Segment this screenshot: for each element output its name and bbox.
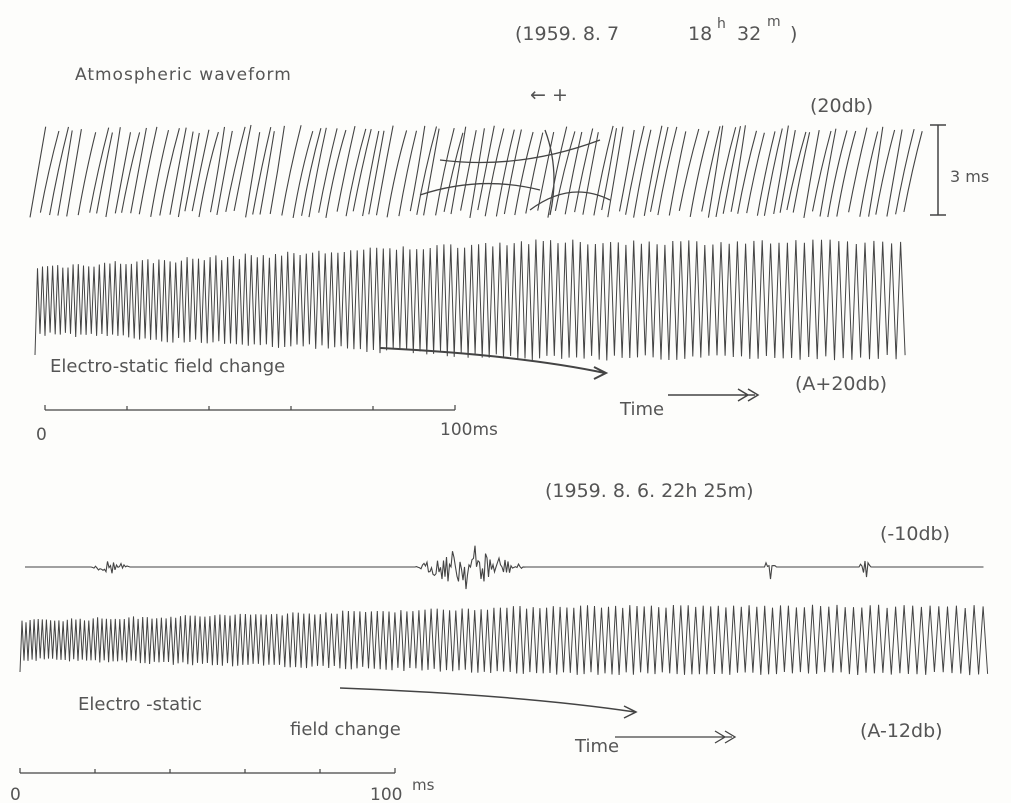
scale-unit: ms bbox=[412, 776, 435, 794]
sweep-overlay bbox=[419, 129, 611, 216]
header: (1959. 8. 6. 22h 25m) bbox=[545, 480, 754, 502]
waveforms bbox=[19, 124, 989, 676]
scale-start: 0 bbox=[36, 425, 47, 445]
minute-unit: m bbox=[767, 14, 781, 30]
field-label: Electro-static field change bbox=[50, 356, 285, 377]
time-scale bbox=[44, 405, 456, 411]
scale-start: 0 bbox=[10, 785, 21, 803]
field-label-1: Electro -static bbox=[78, 694, 202, 715]
minute: 32 bbox=[737, 23, 761, 45]
field-arrow bbox=[339, 687, 638, 719]
scale-bracket bbox=[930, 124, 946, 216]
gain-bottom: (A+20db) bbox=[795, 373, 887, 395]
scale-bar-label: 3 ms bbox=[950, 167, 989, 186]
waveform-label: Atmospheric waveform bbox=[75, 65, 292, 85]
time-scale bbox=[19, 768, 396, 774]
direction: ← + bbox=[530, 84, 568, 106]
time-label: Time bbox=[574, 736, 619, 757]
hour: 18 bbox=[688, 23, 712, 45]
gain-bottom: (A-12db) bbox=[860, 720, 943, 742]
date: (1959. 8. 7 bbox=[515, 23, 619, 45]
field-label-2: field change bbox=[290, 719, 401, 740]
gain-top: (-10db) bbox=[880, 523, 950, 545]
close: ) bbox=[790, 23, 797, 45]
sweep-trace bbox=[29, 124, 923, 219]
time-arrow bbox=[668, 388, 760, 402]
time-arrow bbox=[615, 730, 737, 744]
field-arrow bbox=[379, 347, 609, 380]
scale-end: 100 bbox=[370, 785, 402, 803]
field-trace bbox=[19, 604, 989, 676]
gain-top: (20db) bbox=[810, 95, 873, 117]
hour-unit: h bbox=[717, 16, 726, 32]
atmospheric-trace bbox=[25, 545, 984, 590]
time-label: Time bbox=[619, 399, 664, 420]
scale-end: 100ms bbox=[440, 420, 498, 440]
